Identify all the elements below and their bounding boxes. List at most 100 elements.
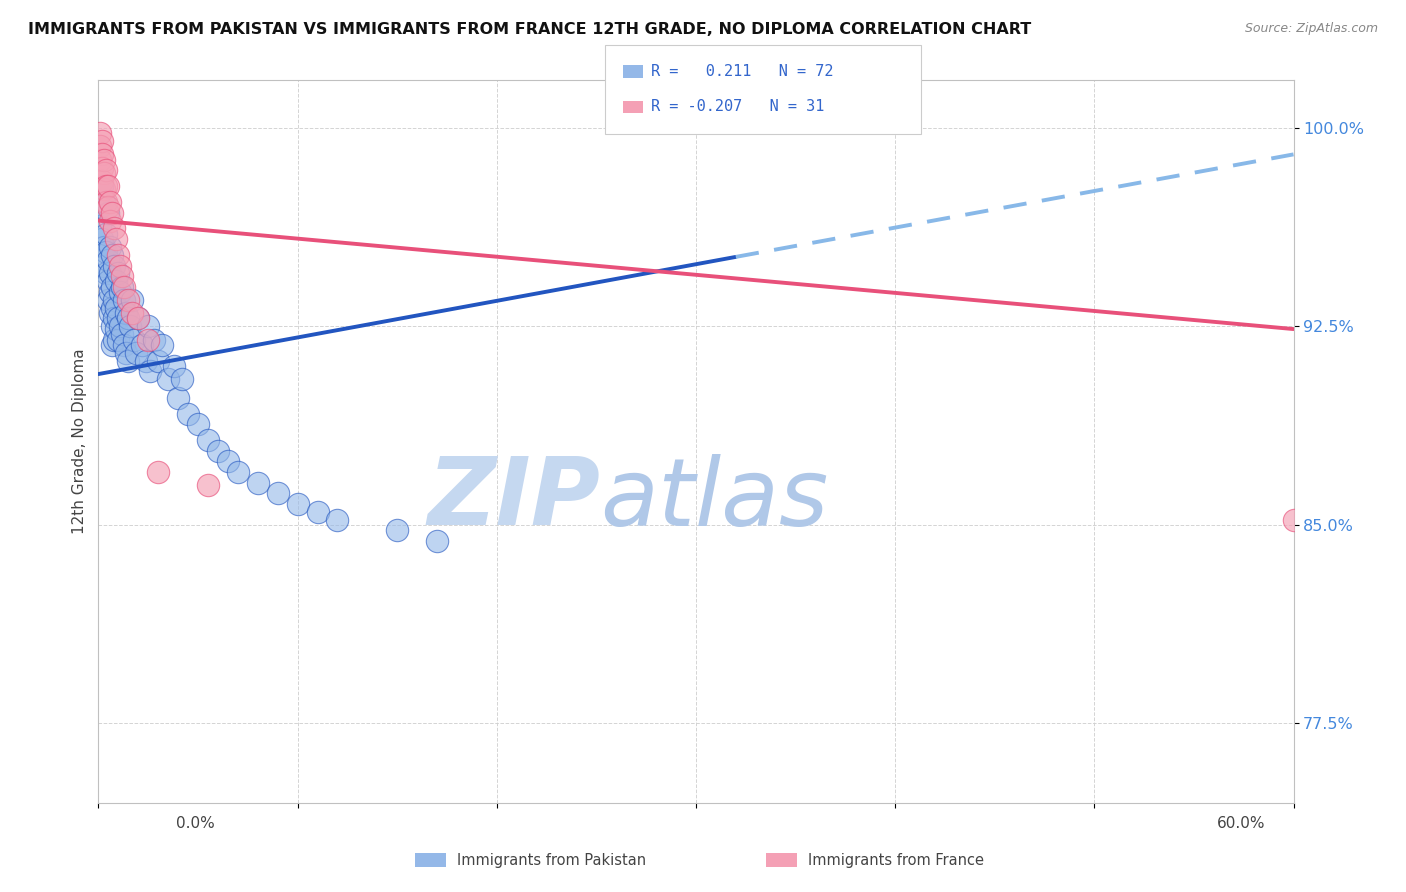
Point: [112, 293, 135, 307]
Point: [101, 338, 124, 352]
Y-axis label: 12th Grade, No Diploma: 12th Grade, No Diploma: [72, 349, 87, 534]
Text: ZIP: ZIP: [427, 453, 600, 545]
Point: [101, 279, 124, 293]
Point: [97, 293, 120, 307]
Point: [103, 293, 125, 307]
Point: [101, 319, 124, 334]
Point: [97, 179, 120, 194]
Point: [121, 306, 143, 320]
Point: [117, 354, 139, 368]
Point: [103, 221, 125, 235]
Point: [177, 407, 200, 421]
Point: [148, 354, 170, 368]
Point: [115, 346, 138, 360]
Point: [107, 311, 129, 326]
Point: [287, 497, 309, 511]
Point: [89, 153, 111, 167]
Point: [150, 338, 173, 352]
Point: [172, 372, 194, 386]
Point: [163, 359, 186, 373]
Point: [107, 267, 129, 281]
Point: [139, 364, 162, 378]
Point: [136, 333, 159, 347]
Point: [1282, 513, 1305, 527]
Point: [91, 161, 114, 175]
Text: 60.0%: 60.0%: [1218, 816, 1265, 831]
Point: [98, 285, 122, 299]
Point: [103, 333, 125, 347]
Point: [98, 213, 122, 227]
Point: [96, 194, 118, 209]
Point: [98, 306, 122, 320]
Point: [101, 301, 124, 315]
Point: [89, 219, 111, 233]
Point: [103, 259, 125, 273]
Point: [93, 259, 115, 273]
Point: [105, 301, 128, 315]
Text: Immigrants from France: Immigrants from France: [808, 854, 984, 868]
Point: [105, 232, 128, 246]
Point: [101, 205, 124, 219]
Point: [167, 391, 190, 405]
Point: [105, 274, 128, 288]
Point: [117, 293, 139, 307]
Point: [98, 267, 122, 281]
Point: [426, 533, 449, 548]
Point: [98, 194, 122, 209]
Point: [120, 319, 142, 334]
Point: [121, 293, 143, 307]
Point: [111, 279, 134, 293]
Point: [93, 240, 115, 254]
Point: [385, 523, 409, 537]
Point: [267, 486, 290, 500]
Text: Source: ZipAtlas.com: Source: ZipAtlas.com: [1244, 22, 1378, 36]
Point: [187, 417, 209, 432]
Text: R =   0.211   N = 72: R = 0.211 N = 72: [651, 64, 834, 79]
Point: [97, 274, 120, 288]
Point: [217, 454, 239, 468]
Point: [110, 285, 132, 299]
Point: [103, 311, 125, 326]
Point: [115, 306, 138, 320]
Point: [91, 134, 114, 148]
Point: [326, 513, 349, 527]
Point: [157, 372, 180, 386]
Point: [93, 166, 115, 180]
Point: [124, 333, 146, 347]
Point: [107, 248, 129, 262]
Point: [112, 338, 135, 352]
Point: [91, 147, 114, 161]
Point: [197, 478, 219, 492]
Point: [131, 338, 153, 352]
Point: [91, 179, 114, 194]
Point: [107, 333, 129, 347]
Point: [101, 248, 124, 262]
Point: [226, 465, 249, 479]
Text: IMMIGRANTS FROM PAKISTAN VS IMMIGRANTS FROM FRANCE 12TH GRADE, NO DIPLOMA CORREL: IMMIGRANTS FROM PAKISTAN VS IMMIGRANTS F…: [28, 22, 1032, 37]
Point: [207, 443, 229, 458]
Point: [148, 465, 170, 479]
Point: [96, 163, 118, 178]
Point: [110, 259, 132, 273]
Point: [91, 174, 114, 188]
Point: [96, 227, 118, 241]
Point: [246, 475, 269, 490]
Point: [89, 200, 111, 214]
Point: [307, 505, 329, 519]
Point: [127, 311, 149, 326]
Text: R = -0.207   N = 31: R = -0.207 N = 31: [651, 99, 824, 114]
Point: [96, 245, 118, 260]
Point: [197, 434, 219, 448]
Point: [105, 322, 128, 336]
Point: [111, 327, 134, 342]
Point: [97, 253, 120, 268]
Point: [125, 346, 148, 360]
Point: [97, 205, 120, 219]
Point: [136, 319, 159, 334]
Point: [96, 179, 118, 194]
Point: [127, 311, 149, 326]
Point: [97, 200, 120, 214]
Point: [89, 126, 111, 140]
Point: [96, 267, 118, 281]
Point: [91, 232, 114, 246]
